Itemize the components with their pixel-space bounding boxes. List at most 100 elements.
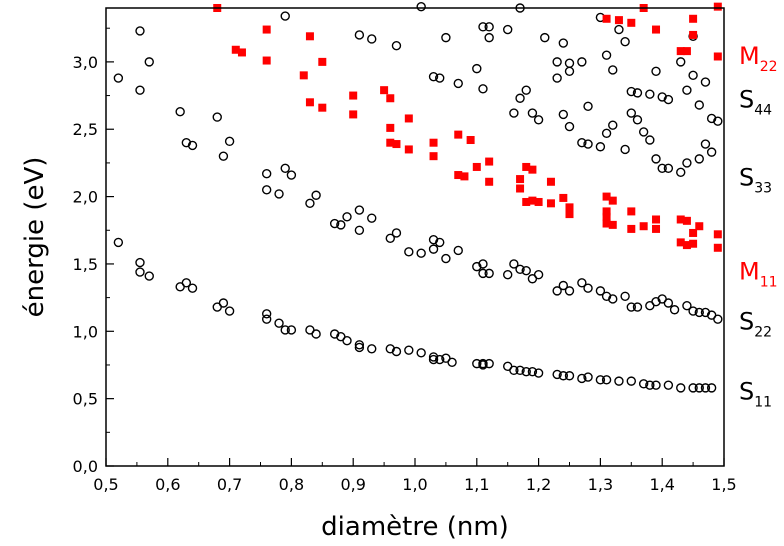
data-point-circle [706, 147, 717, 157]
data-point-circle [391, 41, 402, 51]
data-point-circle [472, 261, 482, 272]
data-point-square [713, 243, 722, 252]
data-point-circle [620, 144, 630, 155]
data-point-square [429, 138, 438, 147]
data-point-circle [311, 329, 321, 339]
data-point-circle [218, 298, 229, 308]
data-point-square [602, 14, 611, 23]
data-point-square [559, 193, 568, 202]
data-point-square [602, 207, 611, 216]
data-point-circle [342, 336, 352, 346]
data-point-circle [181, 138, 192, 148]
y-axis-label: énergie (eV) [20, 157, 50, 318]
data-point-square [676, 238, 685, 247]
data-point-circle [391, 346, 402, 357]
data-point-square [713, 230, 722, 239]
data-point-square [404, 114, 413, 123]
data-point-circle [274, 318, 284, 328]
data-point-circle [280, 325, 290, 335]
data-point-circle [385, 233, 395, 244]
data-point-square [466, 136, 475, 145]
data-point-circle [552, 286, 562, 296]
data-point-circle [632, 115, 643, 125]
data-point-square [689, 14, 698, 23]
data-point-circle [663, 94, 674, 105]
data-point-circle [515, 264, 525, 275]
data-point-square [231, 45, 240, 54]
data-point-circle [601, 291, 612, 301]
data-point-circle [577, 373, 587, 384]
data-point-square [299, 71, 308, 80]
data-point-circle [651, 66, 661, 77]
data-point-circle [354, 342, 365, 353]
data-point-square [485, 177, 494, 186]
y-tick-label: 2,5 [73, 120, 98, 139]
data-point-square [380, 86, 389, 95]
data-point-square [602, 192, 611, 201]
data-point-square [522, 162, 531, 171]
data-point-circle [135, 26, 145, 36]
data-point-circle [218, 151, 229, 161]
data-point-circle [286, 325, 297, 335]
data-point-circle [700, 139, 711, 149]
data-point-circle [416, 348, 426, 358]
data-point-circle [224, 136, 235, 147]
data-point-circle [367, 213, 377, 223]
data-point-circle [558, 280, 569, 291]
data-point-circle [676, 57, 686, 67]
data-point-circle [558, 109, 569, 120]
data-point-circle [428, 71, 439, 82]
data-point-square [652, 224, 661, 233]
data-point-circle [509, 365, 519, 376]
data-point-square [454, 130, 463, 139]
data-point-circle [416, 1, 426, 12]
data-point-circle [663, 298, 674, 308]
data-point-circle [682, 301, 692, 311]
data-point-circle [521, 367, 531, 377]
data-point-circle [503, 24, 513, 35]
x-tick-label: 1,1 [464, 475, 489, 494]
data-point-circle [261, 309, 272, 319]
data-point-circle [515, 93, 525, 103]
data-point-square [534, 197, 543, 206]
data-point-circle [645, 135, 655, 145]
data-point-circle [472, 358, 482, 369]
plot-frame [105, 7, 725, 467]
data-point-square [349, 91, 358, 100]
data-point-circle [503, 270, 513, 280]
data-point-circle [614, 24, 624, 35]
data-point-circle [527, 367, 538, 377]
x-tick-label: 1,2 [526, 475, 551, 494]
data-point-circle [663, 380, 674, 390]
data-point-circle [688, 383, 698, 393]
data-point-circle [626, 302, 636, 312]
data-point-circle [484, 268, 494, 279]
data-point-square [546, 177, 555, 186]
data-point-square [305, 98, 314, 107]
data-point-circle [645, 380, 655, 390]
data-point-circle [564, 286, 575, 296]
data-point-circle [416, 248, 426, 258]
data-point-circle [608, 120, 618, 130]
data-point-circle [261, 168, 272, 179]
data-point-square [608, 220, 617, 229]
data-point-circle [311, 190, 321, 200]
data-point-square [305, 32, 314, 41]
data-point-square [682, 241, 691, 250]
data-point-circle [700, 383, 711, 393]
data-point-square [318, 57, 327, 66]
data-point-circle [558, 371, 569, 381]
data-point-circle [478, 22, 488, 32]
data-point-circle [527, 108, 538, 118]
data-point-circle [552, 57, 562, 67]
data-point-square [392, 140, 401, 149]
data-point-circle [688, 70, 698, 81]
data-point-circle [657, 92, 667, 102]
band-label: S22 [739, 308, 772, 341]
band-labels: M22 S44 S33 M11 S22 S11 [739, 42, 778, 410]
data-point-square [713, 2, 722, 11]
data-point-circle [354, 225, 365, 235]
data-point-circle [354, 205, 365, 215]
data-point-square [639, 222, 648, 231]
band-label: M22 [739, 42, 778, 75]
